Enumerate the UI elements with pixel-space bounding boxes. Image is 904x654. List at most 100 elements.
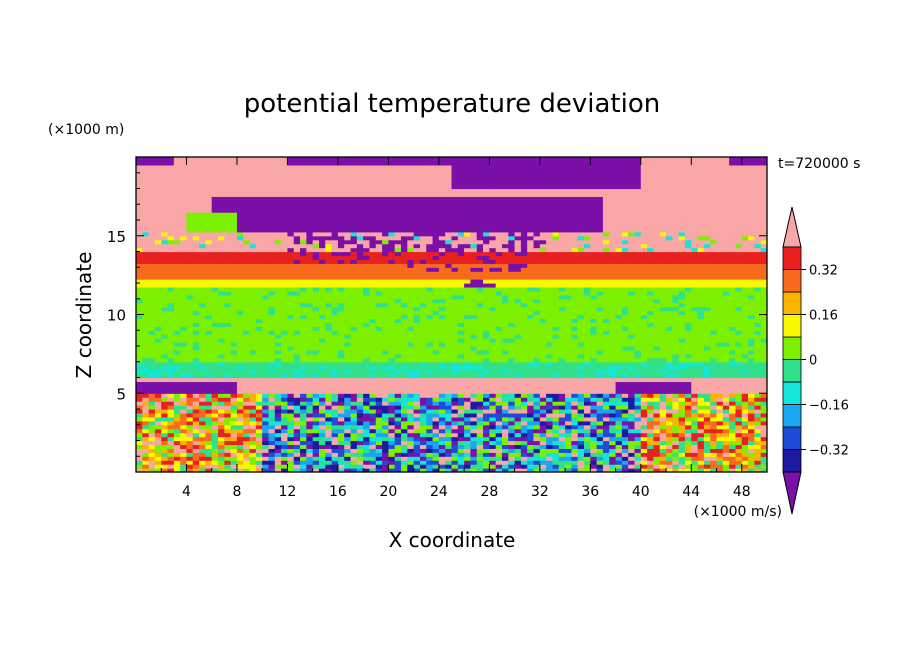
field-cell [331,294,339,300]
field-cell [205,275,213,280]
field-cell [451,267,459,272]
field-cell [331,306,339,312]
field-cell [268,235,276,241]
field-cell [489,322,497,327]
field-cell [369,216,377,221]
field-cell [325,188,333,194]
field-cell [432,314,440,320]
field-cell [161,346,169,351]
field-cell [148,294,156,300]
field-cell [451,373,459,379]
field-cell [508,231,516,237]
field-cell [489,346,497,351]
field-cell [205,227,213,233]
field-cell [413,251,421,257]
field-cell [293,401,301,406]
field-cell [451,440,459,446]
field-cell [356,223,364,229]
field-cell [350,239,358,245]
field-cell [445,420,453,426]
field-cell [293,204,301,209]
field-cell [483,216,490,221]
field-cell [243,220,251,225]
field-cell [394,338,402,343]
field-cell [287,157,295,162]
field-cell [306,294,314,300]
field-cell [312,310,320,316]
field-cell [230,294,238,300]
field-cell [293,460,301,465]
field-cell [508,294,516,300]
field-cell [224,397,232,402]
field-cell [325,192,333,197]
field-cell [514,448,522,453]
field-cell [470,164,478,170]
field-cell [344,401,352,406]
field-cell [268,275,276,280]
field-cell [495,346,503,351]
field-cell [520,231,528,237]
field-cell [154,448,162,453]
field-cell [281,444,289,449]
field-cell [249,353,257,359]
field-cell [281,428,289,434]
field-cell [331,424,339,430]
field-cell [268,357,276,363]
field-cell [350,216,358,221]
field-cell [445,401,453,406]
field-cell [508,247,516,253]
field-cell [262,448,270,453]
field-cell [508,255,516,260]
field-cell [218,192,225,197]
field-cell [457,326,465,331]
field-cell [167,231,175,237]
field-cell [520,448,528,453]
field-cell [394,440,402,446]
field-cell [268,192,276,197]
field-cell [136,255,143,260]
field-cell [501,298,509,304]
field-cell [173,208,181,213]
field-cell [218,188,225,194]
time-label: t=720000 s [778,156,860,172]
field-cell [520,405,528,410]
field-cell [255,298,263,304]
field-cell [407,409,415,414]
field-cell [154,373,162,379]
field-cell [432,349,440,355]
field-cell [413,176,421,182]
field-cell [148,243,156,249]
field-cell [161,318,169,323]
field-cell [432,357,440,363]
field-cell [230,168,238,174]
field-cell [318,389,326,394]
field-cell [388,168,396,174]
field-cell [142,263,150,268]
field-cell [142,220,150,225]
field-cell [350,243,358,249]
field-cell [236,448,244,453]
field-cell [401,456,408,461]
field-cell [268,200,276,205]
field-cell [300,290,307,296]
field-cell [230,436,238,442]
field-cell [312,456,320,461]
field-cell [192,357,200,363]
field-cell [407,342,415,347]
field-cell [476,223,484,229]
field-cell [514,464,522,469]
field-cell [167,393,175,398]
field-cell [426,397,434,402]
field-cell [337,247,345,253]
field-cell [236,468,244,472]
field-cell [382,405,389,410]
field-cell [186,416,194,422]
field-cell [495,432,503,438]
field-cell [218,235,225,241]
field-cell [331,243,339,249]
field-cell [255,318,263,323]
field-cell [527,436,535,442]
field-cell [369,271,377,276]
field-cell [268,365,276,371]
field-cell [394,192,402,197]
